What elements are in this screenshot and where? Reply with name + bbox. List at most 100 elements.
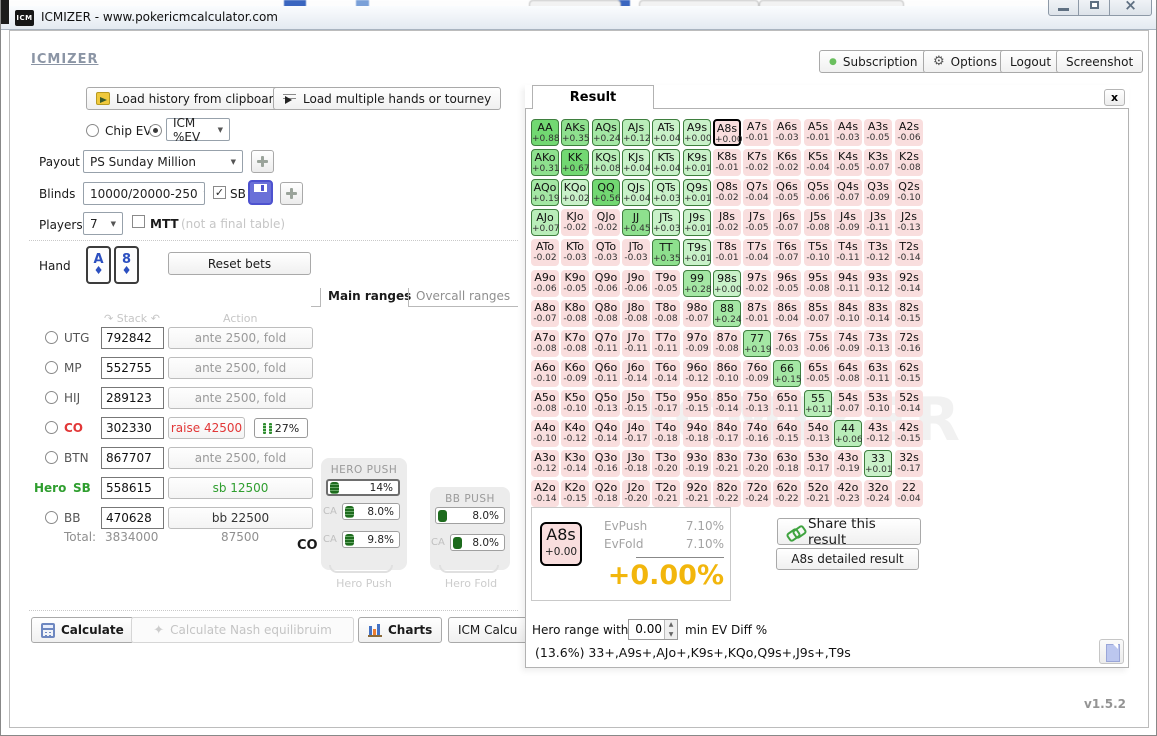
icm-ev-dropdown[interactable]: ICM %EV ▼	[166, 116, 230, 144]
hero-push-ca-slider-2[interactable]: 9.8%	[342, 531, 400, 548]
grid-cell-Q2o[interactable]: Q2o -0.18	[592, 480, 620, 507]
tab-result[interactable]: Result	[532, 85, 654, 109]
grid-cell-53s[interactable]: 53s -0.10	[864, 390, 892, 417]
stack-input[interactable]: 470628	[101, 507, 164, 529]
grid-cell-KQs[interactable]: KQs +0.08	[592, 149, 621, 176]
action-button[interactable]: sb 12500	[168, 477, 313, 499]
grid-cell-T9o[interactable]: T9o -0.05	[652, 270, 680, 297]
grid-cell-K9s[interactable]: K9s +0.01	[683, 149, 712, 176]
grid-cell-KQo[interactable]: KQo +0.02	[561, 179, 590, 206]
grid-cell-K7s[interactable]: K7s -0.02	[743, 149, 771, 176]
grid-cell-72o[interactable]: 72o -0.24	[743, 480, 771, 507]
grid-cell-22[interactable]: 22 -0.04	[895, 480, 923, 507]
grid-cell-53o[interactable]: 53o -0.17	[804, 450, 832, 477]
grid-cell-KTs[interactable]: KTs +0.04	[652, 149, 681, 176]
grid-cell-T8s[interactable]: T8s -0.01	[713, 239, 741, 266]
player-select-radio[interactable]	[45, 391, 58, 404]
grid-cell-64s[interactable]: 64s -0.08	[834, 360, 862, 387]
grid-cell-44[interactable]: 44 +0.06	[834, 420, 863, 447]
grid-cell-55[interactable]: 55 +0.11	[804, 390, 833, 417]
grid-cell-76s[interactable]: 76s -0.03	[773, 330, 801, 357]
grid-cell-A8s[interactable]: A8s +0.00	[713, 119, 743, 146]
grid-cell-A5o[interactable]: A5o -0.08	[531, 390, 559, 417]
grid-cell-Q6o[interactable]: Q6o -0.11	[592, 360, 620, 387]
maximize-button[interactable]	[1079, 0, 1110, 16]
grid-cell-52o[interactable]: 52o -0.21	[804, 480, 832, 507]
grid-cell-A2s[interactable]: A2s -0.06	[895, 119, 923, 146]
grid-cell-54s[interactable]: 54s -0.07	[834, 390, 862, 417]
charts-button[interactable]: Charts	[358, 617, 443, 643]
grid-cell-82s[interactable]: 82s -0.15	[895, 300, 923, 327]
action-button[interactable]: raise 42500	[168, 417, 245, 439]
player-select-radio[interactable]	[45, 361, 58, 374]
grid-cell-63s[interactable]: 63s -0.11	[864, 360, 892, 387]
grid-cell-84o[interactable]: 84o -0.17	[713, 420, 741, 447]
grid-cell-Q2s[interactable]: Q2s -0.10	[895, 179, 923, 206]
grid-cell-T8o[interactable]: T8o -0.08	[652, 300, 680, 327]
grid-cell-A6o[interactable]: A6o -0.10	[531, 360, 559, 387]
grid-cell-J9o[interactable]: J9o -0.06	[622, 270, 650, 297]
grid-cell-32o[interactable]: 32o -0.24	[864, 480, 892, 507]
player-select-radio[interactable]	[45, 331, 58, 344]
grid-cell-AKo[interactable]: AKo +0.31	[531, 149, 560, 176]
hero-card-2[interactable]: 8 ♦	[114, 246, 139, 284]
grid-cell-AQo[interactable]: AQo +0.19	[531, 179, 560, 206]
add-payout-button[interactable]	[251, 150, 274, 173]
players-dropdown[interactable]: 7 ▼	[83, 212, 123, 235]
grid-cell-K5o[interactable]: K5o -0.10	[561, 390, 589, 417]
grid-cell-99[interactable]: 99 +0.28	[683, 270, 712, 297]
grid-cell-74o[interactable]: 74o -0.16	[743, 420, 771, 447]
blinds-dropdown[interactable]: 10000/20000-250 ▼	[83, 182, 205, 205]
grid-cell-T5o[interactable]: T5o -0.17	[652, 390, 680, 417]
grid-cell-52s[interactable]: 52s -0.14	[895, 390, 923, 417]
grid-cell-K8s[interactable]: K8s -0.01	[713, 149, 741, 176]
share-result-button[interactable]: Share this result	[777, 516, 921, 548]
subscription-button[interactable]: ● Subscription	[819, 50, 928, 73]
grid-cell-KK[interactable]: KK +0.67	[561, 149, 590, 176]
grid-cell-32s[interactable]: 32s -0.17	[895, 450, 923, 477]
stack-input[interactable]: 289123	[101, 387, 164, 409]
chip-ev-radio[interactable]	[86, 124, 99, 137]
grid-cell-KJs[interactable]: KJs +0.04	[622, 149, 651, 176]
grid-cell-97o[interactable]: 97o -0.09	[683, 330, 711, 357]
grid-cell-A4s[interactable]: A4s -0.03	[834, 119, 862, 146]
spinner-up-icon[interactable]: ▲	[665, 620, 677, 630]
grid-cell-T7s[interactable]: T7s -0.04	[743, 239, 771, 266]
grid-cell-T2o[interactable]: T2o -0.21	[652, 480, 680, 507]
grid-cell-K5s[interactable]: K5s -0.04	[804, 149, 832, 176]
grid-cell-K9o[interactable]: K9o -0.05	[561, 270, 589, 297]
grid-cell-54o[interactable]: 54o -0.13	[804, 420, 832, 447]
grid-cell-Q4o[interactable]: Q4o -0.14	[592, 420, 620, 447]
grid-cell-Q3o[interactable]: Q3o -0.16	[592, 450, 620, 477]
grid-cell-95o[interactable]: 95o -0.15	[683, 390, 711, 417]
grid-cell-K6s[interactable]: K6s -0.02	[773, 149, 801, 176]
grid-cell-A6s[interactable]: A6s -0.03	[773, 119, 801, 146]
grid-cell-K3o[interactable]: K3o -0.14	[561, 450, 589, 477]
grid-cell-Q8s[interactable]: Q8s -0.02	[713, 179, 741, 206]
sb-checkbox[interactable]: ✓	[213, 186, 226, 199]
grid-cell-Q3s[interactable]: Q3s -0.09	[864, 179, 892, 206]
grid-cell-42o[interactable]: 42o -0.23	[834, 480, 862, 507]
grid-cell-85o[interactable]: 85o -0.14	[713, 390, 741, 417]
grid-cell-82o[interactable]: 82o -0.22	[713, 480, 741, 507]
grid-cell-JTs[interactable]: JTs +0.03	[652, 209, 681, 236]
calculate-nash-button[interactable]: ✦ Calculate Nash equilibruim	[131, 617, 354, 643]
grid-cell-J5s[interactable]: J5s -0.08	[804, 209, 832, 236]
grid-cell-Q8o[interactable]: Q8o -0.08	[592, 300, 620, 327]
grid-cell-A9s[interactable]: A9s +0.00	[683, 119, 712, 146]
grid-cell-J8o[interactable]: J8o -0.08	[622, 300, 650, 327]
grid-cell-94s[interactable]: 94s -0.11	[834, 270, 862, 297]
grid-cell-QJo[interactable]: QJo -0.02	[592, 209, 620, 236]
grid-cell-43s[interactable]: 43s -0.12	[864, 420, 892, 447]
grid-cell-73o[interactable]: 73o -0.20	[743, 450, 771, 477]
grid-cell-62s[interactable]: 62s -0.15	[895, 360, 923, 387]
grid-cell-63o[interactable]: 63o -0.18	[773, 450, 801, 477]
grid-cell-75s[interactable]: 75s -0.06	[804, 330, 832, 357]
grid-cell-T2s[interactable]: T2s -0.14	[895, 239, 923, 266]
grid-cell-T3o[interactable]: T3o -0.20	[652, 450, 680, 477]
grid-cell-K8o[interactable]: K8o -0.08	[561, 300, 589, 327]
detailed-result-button[interactable]: A8s detailed result	[776, 548, 919, 570]
grid-cell-Q9s[interactable]: Q9s +0.01	[683, 179, 712, 206]
grid-cell-JJ[interactable]: JJ +0.45	[622, 209, 651, 236]
grid-cell-J8s[interactable]: J8s -0.02	[713, 209, 741, 236]
